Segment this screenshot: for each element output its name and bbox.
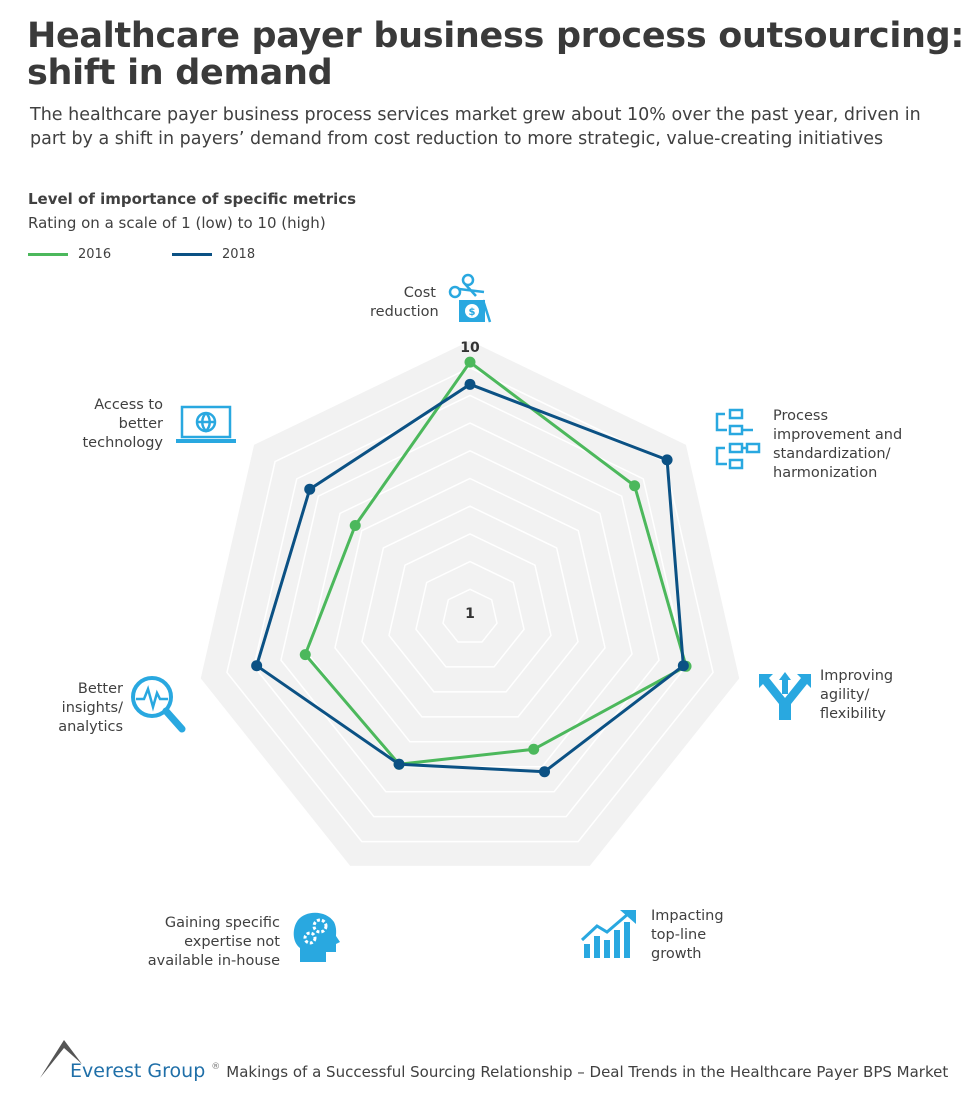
axis-label-agility: Improving agility/flexibility (820, 668, 894, 722)
grid-ring (388, 533, 552, 693)
grid-ring (280, 422, 660, 793)
legend-label-2016: 2016 (78, 247, 112, 262)
grid-ring (334, 477, 606, 743)
data-point-2018 (393, 758, 405, 770)
source-text: Makings of a Successful Sourcing Relatio… (226, 1063, 949, 1081)
data-point-2018 (539, 766, 551, 778)
grid-ring (442, 588, 498, 643)
svg-text:$: $ (469, 307, 476, 318)
data-point-2016 (629, 480, 641, 492)
everest-logo-mountain (40, 1040, 82, 1078)
scissors-dollar-icon: $ (448, 273, 492, 323)
series-line-2016 (303, 360, 688, 766)
process-flow-icon (715, 408, 761, 470)
data-point-2016 (299, 649, 311, 661)
radar-background (199, 340, 741, 867)
subtitle: The healthcare payer business process se… (30, 105, 921, 149)
legend-swatch-2016 (28, 253, 68, 256)
tick-label-max: 10 (460, 340, 480, 356)
footer: Everest Group ® Makings of a Successful … (40, 1040, 949, 1082)
axis-label-topline: Impacting top-line growth (651, 908, 724, 962)
data-point-2018 (251, 660, 263, 672)
diverging-arrows-icon (759, 672, 811, 720)
grid-ring (415, 560, 525, 668)
magnifier-pulse-icon (131, 676, 186, 733)
legend-2016: 2016 (28, 247, 111, 262)
grid-ring (361, 505, 579, 718)
chart-subtitle: Rating on a scale of 1 (low) to 10 (high… (28, 214, 326, 232)
grid-ring (199, 339, 741, 868)
head-gears-icon (293, 912, 340, 962)
registered-mark: ® (211, 1062, 221, 1072)
tick-label-min: 1 (465, 606, 475, 622)
data-point-2018 (464, 378, 476, 390)
legend-2018: 2018 (172, 247, 255, 262)
title-line-1: Healthcare payer business process outsou… (27, 16, 965, 56)
grid-ring (226, 366, 714, 843)
axis-label-cost-reduction: Cost reduction (370, 285, 439, 320)
chart-title: Level of importance of specific metrics (28, 190, 357, 208)
data-point-2018 (661, 454, 673, 466)
grid-ring (253, 394, 687, 818)
laptop-globe-icon (176, 405, 236, 443)
growth-chart-icon (580, 910, 636, 958)
series-line-2018 (254, 382, 685, 774)
page-title: Healthcare payer business process outsou… (27, 18, 964, 92)
data-point-2018 (677, 660, 689, 672)
data-point-2016 (528, 743, 540, 755)
legend-swatch-2018 (172, 253, 212, 256)
axis-label-expertise: Gaining specific expertise not available i… (147, 915, 280, 969)
data-point-2018 (304, 483, 316, 495)
title-line-2: shift in demand (27, 53, 333, 93)
data-point-2016 (349, 519, 361, 531)
legend-label-2018: 2018 (222, 247, 256, 262)
brand-name: Everest Group (70, 1060, 206, 1082)
axis-label-insights: Better insights/analytics (58, 681, 123, 735)
axis-label-technology: Access to better technology (82, 397, 163, 451)
axis-label-process-improvement: Process improvement and standardization/ha… (773, 408, 903, 481)
data-point-2016 (464, 356, 476, 368)
